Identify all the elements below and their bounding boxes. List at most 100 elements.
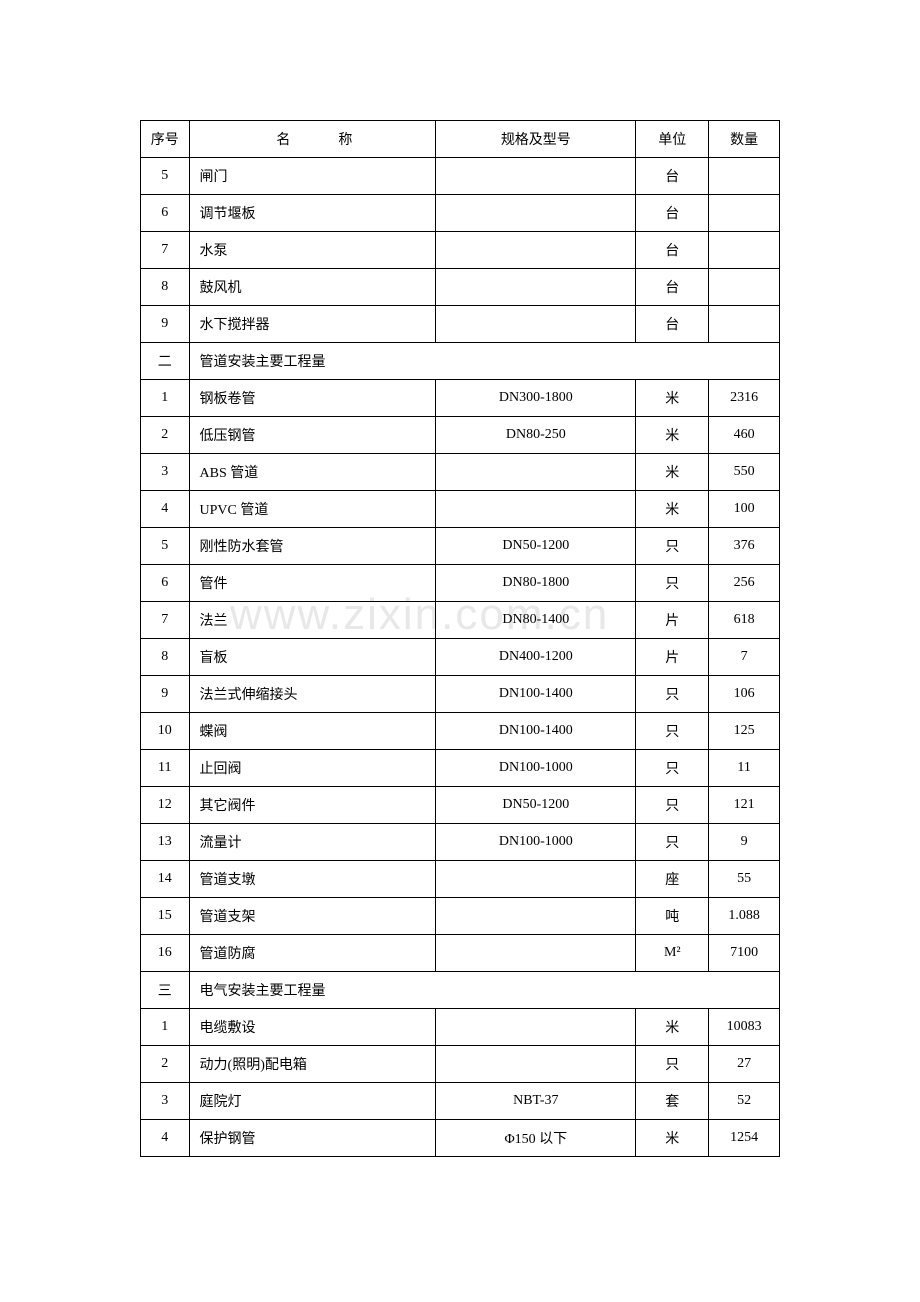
- cell-num: 1: [141, 380, 190, 417]
- cell-spec: [436, 1009, 636, 1046]
- cell-qty: 106: [709, 676, 780, 713]
- cell-unit: 只: [636, 528, 709, 565]
- cell-spec: [436, 306, 636, 343]
- table-row: 11止回阀DN100-1000只11: [141, 750, 780, 787]
- cell-num: 2: [141, 1046, 190, 1083]
- table-row: 2动力(照明)配电箱只27: [141, 1046, 780, 1083]
- table-row: 4UPVC 管道米100: [141, 491, 780, 528]
- cell-spec: [436, 158, 636, 195]
- cell-spec: [436, 269, 636, 306]
- cell-num: 二: [141, 343, 190, 380]
- table-row: 16管道防腐M²7100: [141, 935, 780, 972]
- cell-unit: 米: [636, 380, 709, 417]
- cell-unit: M²: [636, 935, 709, 972]
- cell-unit: 套: [636, 1083, 709, 1120]
- cell-qty: 1.088: [709, 898, 780, 935]
- cell-qty: 9: [709, 824, 780, 861]
- cell-num: 7: [141, 602, 190, 639]
- cell-qty: 256: [709, 565, 780, 602]
- cell-spec: [436, 454, 636, 491]
- cell-spec: [436, 491, 636, 528]
- table-row: 4保护钢管Φ150 以下米1254: [141, 1120, 780, 1157]
- cell-spec: [436, 1046, 636, 1083]
- cell-spec: [436, 232, 636, 269]
- cell-name: 钢板卷管: [189, 380, 436, 417]
- header-unit: 单位: [636, 121, 709, 158]
- cell-name: 刚性防水套管: [189, 528, 436, 565]
- engineering-quantity-table: 序号 名称 规格及型号 单位 数量 5闸门台6调节堰板台7水泵台8鼓风机台9水下…: [140, 120, 780, 1157]
- table-row: 1钢板卷管DN300-1800米2316: [141, 380, 780, 417]
- cell-spec: DN80-250: [436, 417, 636, 454]
- table-row: 9法兰式伸缩接头DN100-1400只106: [141, 676, 780, 713]
- table-row: 5闸门台: [141, 158, 780, 195]
- cell-num: 2: [141, 417, 190, 454]
- cell-name: 流量计: [189, 824, 436, 861]
- table-row: 8盲板DN400-1200片7: [141, 639, 780, 676]
- cell-num: 4: [141, 1120, 190, 1157]
- cell-spec: DN100-1400: [436, 676, 636, 713]
- cell-qty: [709, 158, 780, 195]
- cell-unit: 米: [636, 417, 709, 454]
- cell-unit: 片: [636, 602, 709, 639]
- cell-name: 水下搅拌器: [189, 306, 436, 343]
- cell-unit: 只: [636, 824, 709, 861]
- table-row: 6调节堰板台: [141, 195, 780, 232]
- cell-qty: 550: [709, 454, 780, 491]
- cell-qty: 125: [709, 713, 780, 750]
- cell-spec: DN50-1200: [436, 528, 636, 565]
- cell-num: 3: [141, 454, 190, 491]
- cell-unit: 台: [636, 195, 709, 232]
- cell-name: 庭院灯: [189, 1083, 436, 1120]
- cell-unit: 米: [636, 454, 709, 491]
- cell-qty: [709, 232, 780, 269]
- cell-name: 管道支架: [189, 898, 436, 935]
- cell-unit: 米: [636, 491, 709, 528]
- cell-unit: 片: [636, 639, 709, 676]
- table-row: 6管件DN80-1800只256: [141, 565, 780, 602]
- cell-name: 管件: [189, 565, 436, 602]
- cell-num: 1: [141, 1009, 190, 1046]
- cell-unit: 米: [636, 1009, 709, 1046]
- cell-spec: DN300-1800: [436, 380, 636, 417]
- table-header-row: 序号 名称 规格及型号 单位 数量: [141, 121, 780, 158]
- cell-name: 盲板: [189, 639, 436, 676]
- header-name: 名称: [189, 121, 436, 158]
- cell-spec: DN80-1400: [436, 602, 636, 639]
- cell-num: 6: [141, 565, 190, 602]
- cell-qty: 376: [709, 528, 780, 565]
- cell-unit: 只: [636, 713, 709, 750]
- cell-name: 电缆敷设: [189, 1009, 436, 1046]
- cell-unit: 只: [636, 1046, 709, 1083]
- cell-qty: 1254: [709, 1120, 780, 1157]
- cell-num: 9: [141, 676, 190, 713]
- cell-unit: 吨: [636, 898, 709, 935]
- header-spec: 规格及型号: [436, 121, 636, 158]
- cell-name: 鼓风机: [189, 269, 436, 306]
- cell-num: 5: [141, 528, 190, 565]
- cell-num: 5: [141, 158, 190, 195]
- cell-num: 10: [141, 713, 190, 750]
- cell-qty: 618: [709, 602, 780, 639]
- cell-name: 法兰: [189, 602, 436, 639]
- cell-unit: 只: [636, 676, 709, 713]
- table-row: 15管道支架吨1.088: [141, 898, 780, 935]
- table-row: 5刚性防水套管DN50-1200只376: [141, 528, 780, 565]
- header-qty: 数量: [709, 121, 780, 158]
- cell-num: 16: [141, 935, 190, 972]
- cell-spec: DN400-1200: [436, 639, 636, 676]
- cell-section-name: 管道安装主要工程量: [189, 343, 779, 380]
- cell-name: 其它阀件: [189, 787, 436, 824]
- cell-unit: 台: [636, 232, 709, 269]
- table-row: 12其它阀件DN50-1200只121: [141, 787, 780, 824]
- cell-qty: 2316: [709, 380, 780, 417]
- table-row: 13流量计DN100-1000只9: [141, 824, 780, 861]
- table-row: 14管道支墩座55: [141, 861, 780, 898]
- cell-spec: NBT-37: [436, 1083, 636, 1120]
- table-row: 1电缆敷设米10083: [141, 1009, 780, 1046]
- cell-name: 调节堰板: [189, 195, 436, 232]
- cell-qty: [709, 269, 780, 306]
- cell-name: 低压钢管: [189, 417, 436, 454]
- cell-name: 管道防腐: [189, 935, 436, 972]
- cell-num: 12: [141, 787, 190, 824]
- table-row: 7水泵台: [141, 232, 780, 269]
